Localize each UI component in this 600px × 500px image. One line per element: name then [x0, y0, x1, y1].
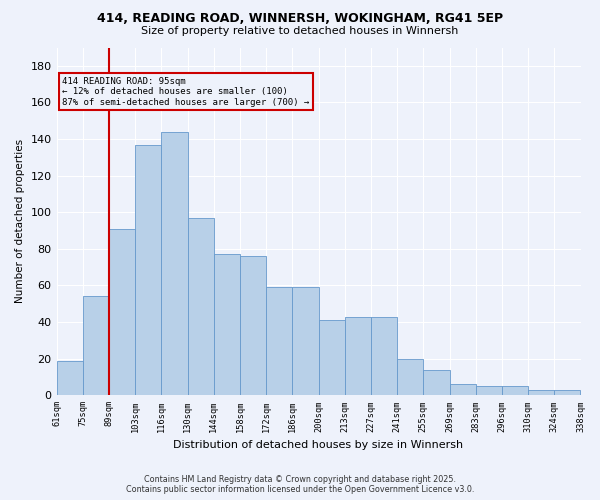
Bar: [266, 288, 292, 396]
Bar: [371, 316, 397, 396]
Bar: [476, 386, 502, 396]
Bar: [188, 218, 214, 396]
Bar: [240, 256, 266, 396]
Text: Contains HM Land Registry data © Crown copyright and database right 2025.
Contai: Contains HM Land Registry data © Crown c…: [126, 474, 474, 494]
Bar: [345, 316, 371, 396]
Bar: [292, 288, 319, 396]
Text: 414 READING ROAD: 95sqm
← 12% of detached houses are smaller (100)
87% of semi-d: 414 READING ROAD: 95sqm ← 12% of detache…: [62, 77, 310, 106]
Bar: [109, 228, 135, 396]
Text: 414, READING ROAD, WINNERSH, WOKINGHAM, RG41 5EP: 414, READING ROAD, WINNERSH, WOKINGHAM, …: [97, 12, 503, 26]
Bar: [319, 320, 345, 396]
Bar: [56, 360, 83, 396]
Bar: [528, 390, 554, 396]
X-axis label: Distribution of detached houses by size in Winnersh: Distribution of detached houses by size …: [173, 440, 464, 450]
Bar: [135, 144, 161, 396]
Bar: [449, 384, 476, 396]
Bar: [214, 254, 240, 396]
Bar: [554, 390, 580, 396]
Bar: [424, 370, 449, 396]
Bar: [161, 132, 188, 396]
Text: Size of property relative to detached houses in Winnersh: Size of property relative to detached ho…: [142, 26, 458, 36]
Bar: [502, 386, 528, 396]
Y-axis label: Number of detached properties: Number of detached properties: [15, 140, 25, 304]
Bar: [83, 296, 109, 396]
Bar: [397, 358, 424, 396]
